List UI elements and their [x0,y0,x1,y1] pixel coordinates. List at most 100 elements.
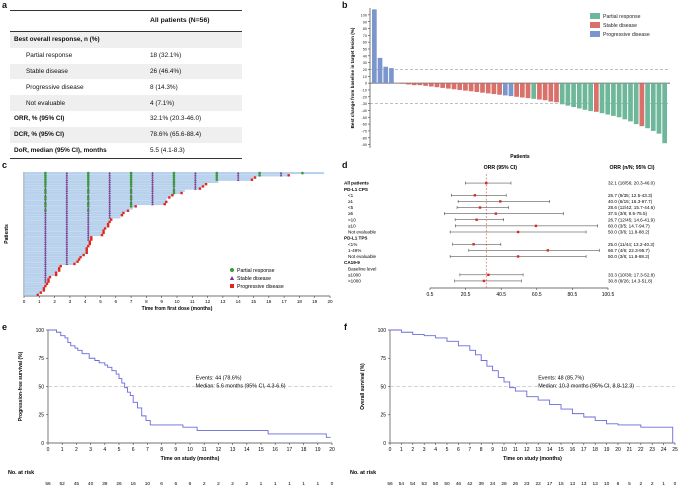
swimmer-bar [23,256,81,259]
panel-e: e 0 25 50 75 100 0 56 1 52 2 45 3 40 4 39 5 26 6 16 7 10 8 6 9 6… [0,318,342,489]
progressive-disease-marker [85,251,88,255]
table-row: Stable disease 26 (46.4%) [10,63,242,80]
stable-disease-marker [44,242,47,246]
at-risk-count: 5 [628,481,631,487]
partial-response-marker [86,198,90,201]
forest-row-label: PD-L1 CPS [344,187,368,192]
stable-disease-marker [65,251,69,254]
row-label: Partial response [26,52,73,60]
swimmer-bar [23,189,185,192]
partial-response-marker [258,174,261,177]
y-tick-label: -40 [362,109,368,113]
swimmer-bar [23,227,106,230]
forest-row-value: 25.7 (9/35; 12.5-43.3) [608,193,653,198]
waterfall-bar [645,83,650,129]
at-risk-count: 16 [131,481,137,487]
swimmer-bar [23,269,60,272]
stable-disease-marker [279,171,283,175]
x-tick-label: 13 [230,447,236,453]
swimmer-bar [23,260,78,263]
waterfall-bar [565,83,571,106]
stable-disease-marker [65,249,69,252]
x-tick-label: 25 [672,447,678,453]
forest-plot: ORR (95% CI) ORR (n/N; 95% CI) 0.5 20.5 40.5… [344,165,655,298]
point-estimate [516,230,520,234]
stable-disease-marker [44,187,47,190]
stable-disease-marker [44,271,47,274]
stable-disease-marker [151,193,154,197]
y-tick-label: 100 [378,328,387,334]
at-risk-count: 0 [331,481,334,487]
partial-response-marker [44,189,47,193]
y-tick-label: -60 [362,123,368,127]
forest-row-value: 50.0 (3/6; 11.8-88.2) [608,254,650,259]
waterfall-bar [434,83,440,88]
partial-response-marker [129,198,133,201]
swimmer-bar [23,247,87,250]
waterfall-bar [588,83,593,112]
partial-response-marker [172,178,176,182]
partial-response-marker [129,176,133,179]
forest-row-label: ≥5 [348,211,354,216]
x-tick-label: 12 [524,447,530,453]
stable-disease-marker [65,233,69,237]
x-tick-label: 9 [160,299,163,304]
y-axis-label: Patients [4,224,10,244]
stable-disease-marker [65,222,69,226]
forest-row-value: 66.7 (4/6; 22.3-95.7) [608,248,650,253]
at-risk-count: 13 [581,481,587,487]
waterfall-bar [554,83,559,103]
table-row: ORR, % (95% CI) 32.1% (20.3-46.0) [10,110,242,127]
x-axis-label: Patients [510,154,530,160]
partial-response-marker [172,191,176,195]
at-risk-count: 10 [604,481,610,487]
x-tick-label: 1 [61,447,64,453]
y-tick-label: 25 [38,413,44,419]
at-risk-count: 1 [274,481,277,487]
partial-response-marker [44,198,47,201]
x-tick-label: 0 [389,447,392,453]
x-tick-label: 12 [216,447,222,453]
x-tick-label: 100.5 [602,292,615,298]
y-tick-label: 0 [383,441,386,447]
stable-disease-marker [86,231,90,234]
stable-disease-marker [108,187,111,190]
legend-label: Partial response [603,14,641,20]
stable-disease-marker [65,224,69,228]
swimmer-bar [23,192,182,194]
x-tick-label: 11 [202,447,207,453]
table-row: Not evaluable 4 (7.1%) [10,95,242,111]
stable-disease-marker [151,198,154,201]
x-tick-label: 15 [558,447,564,453]
table-row: DoR, median (95% CI), months 5.5 (4.1-8.3… [10,142,242,159]
swimmer-bar [23,245,89,248]
swimmer-bar [23,287,44,290]
survival-curve [48,329,331,438]
panel-f-label: f [344,322,347,332]
x-tick-label: 20.5 [461,292,471,298]
progressive-disease-marker [106,222,110,226]
forest-row-value: 32.1 (18/56; 20.3-46.0) [608,181,655,186]
y-tick-label: 70 [363,34,367,38]
x-tick-label: 8 [145,299,148,304]
partial-response-marker [86,176,90,179]
forest-row-label: CA19-9 [344,260,360,265]
progressive-disease-marker [120,213,124,217]
x-tick-label: 20 [327,299,333,304]
x-tick-label: 6 [132,447,135,453]
at-risk-count: 6 [174,481,177,487]
forest-row-label: Not evaluable [348,254,377,259]
x-tick-label: 19 [604,447,610,453]
stable-disease-marker [129,193,133,197]
at-risk-count: 26 [513,481,519,487]
stable-disease-marker [86,213,90,217]
swimmer-bar [23,291,41,294]
partial-response-marker [129,180,133,184]
progressive-disease-marker [110,218,113,221]
x-tick-label: 11 [190,299,195,304]
stable-disease-marker [108,202,111,206]
partial-response-marker [129,174,133,177]
swimmer-bar [23,231,104,234]
point-estimate [482,279,486,283]
x-tick-label: 10 [187,447,193,453]
